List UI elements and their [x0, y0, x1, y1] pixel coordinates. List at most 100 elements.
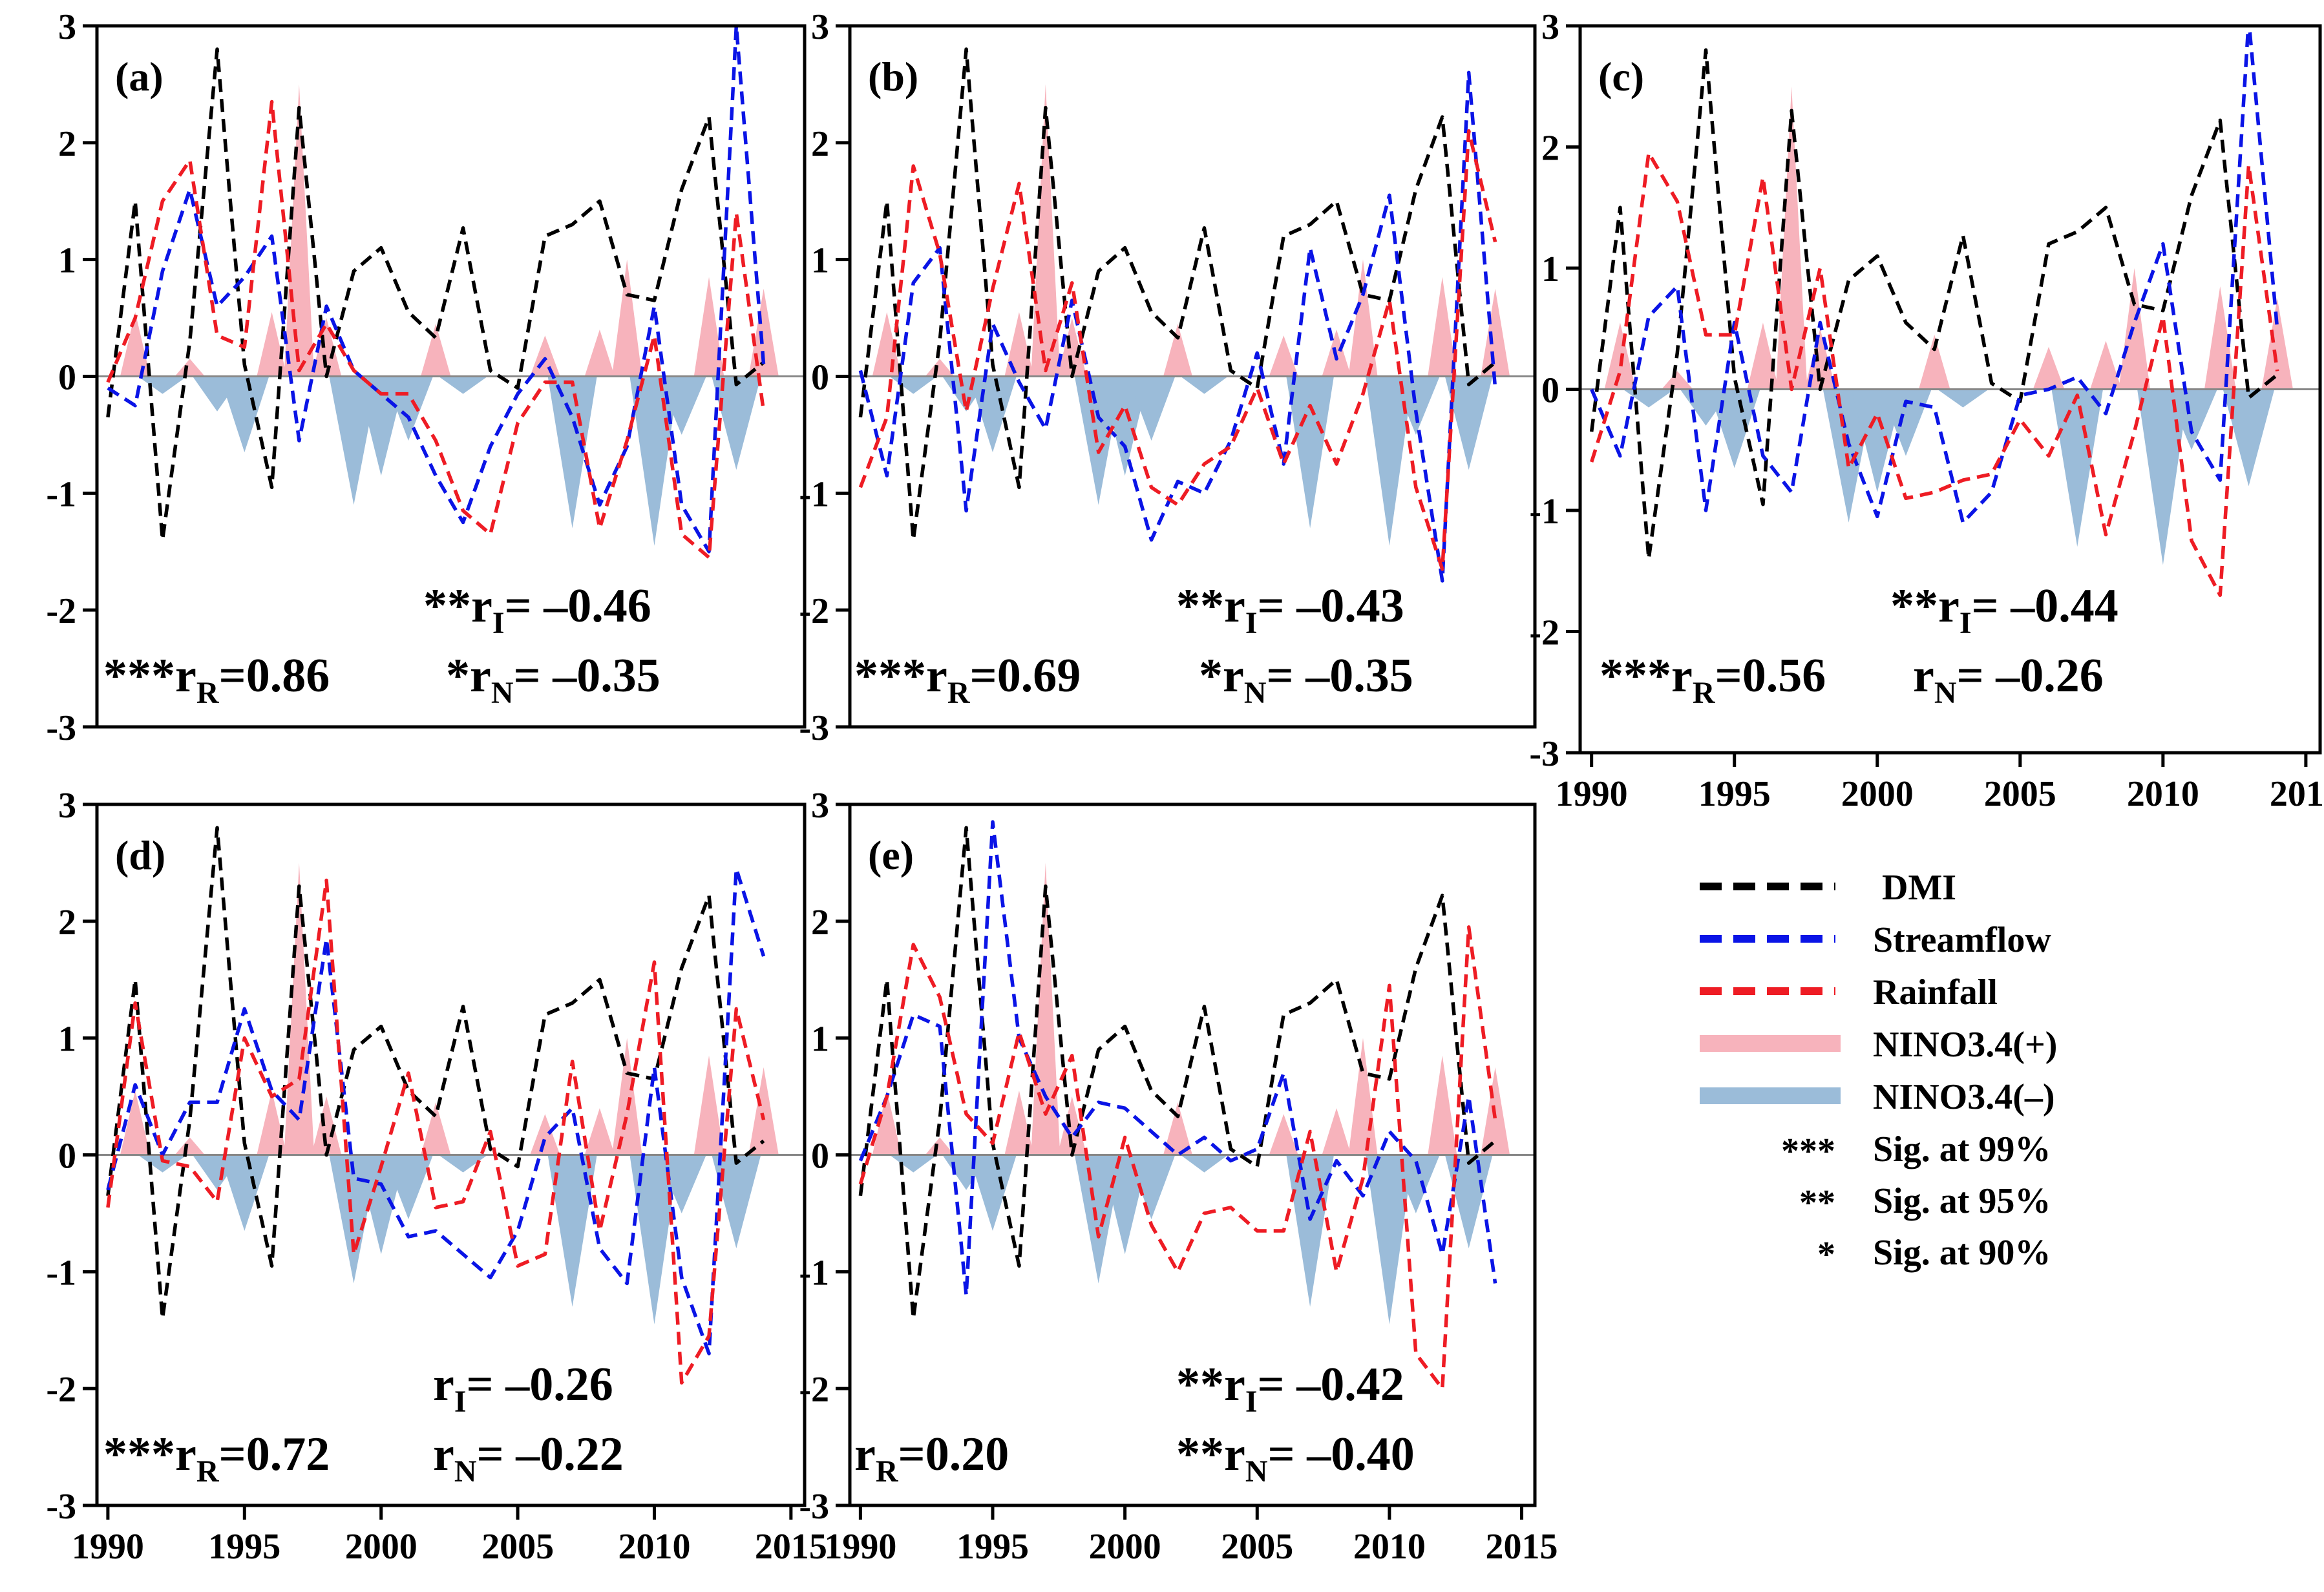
panel-b: 3 2 1 0 -1 -2 -3 (b) **rI= –0.43 ***rR=0.69 *rN= –… — [799, 7, 1537, 748]
legend-nino-pos-swatch — [1700, 1035, 1841, 1052]
nino-pos-mark — [257, 1091, 287, 1155]
x-tick-label: 2000 — [345, 1527, 417, 1567]
panel-label: (e) — [868, 832, 914, 878]
y-tick-label: 3 — [58, 7, 76, 47]
y-tick-label: 0 — [58, 1136, 76, 1177]
nino-pos-mark — [2090, 340, 2122, 390]
y-tick-label: -1 — [46, 474, 76, 514]
y-tick-label: 0 — [58, 358, 76, 398]
legend-dmi-label: DMI — [1882, 868, 1956, 908]
x-tick-label: 2015 — [2270, 774, 2324, 814]
nino-pos-mark — [174, 1137, 205, 1155]
nino-neg-mark — [138, 1155, 187, 1173]
y-tick-label: -1 — [799, 474, 829, 514]
nino-pos-mark — [1269, 335, 1298, 377]
y-tick-label: -2 — [799, 1370, 829, 1410]
y-tick-label: -3 — [799, 1487, 829, 1527]
nino-pos-mark — [584, 330, 615, 377]
x-tick-label: 2015 — [1486, 1527, 1558, 1567]
nino-pos-mark — [925, 1137, 955, 1155]
nino-neg-mark — [1444, 376, 1493, 470]
x-tick-label: 1995 — [956, 1527, 1029, 1567]
y-tick-label: 2 — [1541, 129, 1559, 169]
nino-neg-mark — [2137, 389, 2189, 565]
nino-neg-mark — [1286, 376, 1334, 529]
y-tick-label: 2 — [58, 124, 76, 164]
nino-pos-mark — [530, 335, 560, 377]
legend-nino-neg-swatch — [1700, 1087, 1841, 1104]
y-tick-label: -3 — [799, 708, 829, 748]
dmi-series-line — [1589, 48, 2279, 561]
x-tick-label: 1990 — [72, 1527, 144, 1567]
x-tick-label: 2000 — [1841, 774, 1914, 814]
y-tick-label: 1 — [58, 241, 76, 281]
stat-r-n: *rN= –0.35 — [1199, 649, 1413, 710]
nino-pos-mark — [611, 259, 642, 377]
nino-pos-mark — [1163, 1102, 1192, 1155]
nino-pos-mark — [1604, 322, 1636, 390]
plot-area — [1580, 26, 2320, 597]
legend-streamflow-label: Streamflow — [1873, 920, 2051, 960]
y-tick-label: 1 — [1541, 249, 1559, 289]
y-tick-label: -2 — [799, 591, 829, 631]
nino-pos-mark — [1428, 277, 1457, 377]
nino-neg-mark — [383, 1155, 434, 1219]
nino-pos-mark — [1661, 371, 1693, 390]
rainfall-series-line — [1590, 151, 2279, 597]
nino-neg-mark — [438, 1155, 488, 1173]
x-tick-label: 2010 — [618, 1527, 690, 1567]
nino-pos-mark — [1269, 1114, 1298, 1155]
plot-area — [97, 26, 805, 560]
y-tick-label: -1 — [1529, 492, 1559, 532]
x-tick-label: 2015 — [755, 1527, 827, 1567]
nino-pos-mark — [1031, 84, 1061, 377]
nino-neg-mark — [712, 1155, 761, 1249]
y-tick-label: 2 — [811, 903, 829, 943]
nino-neg-mark — [1880, 389, 1932, 456]
y-tick-label: 0 — [811, 1136, 829, 1177]
legend-sig99-mark: *** — [1781, 1131, 1835, 1171]
nino-neg-mark — [1937, 389, 1989, 408]
nino-neg-mark — [2166, 389, 2217, 450]
y-tick-label: 3 — [1541, 7, 1559, 47]
nino-pos-mark — [1163, 324, 1192, 377]
legend-sig90-label: Sig. at 90% — [1873, 1233, 2051, 1273]
nino-pos-mark — [1918, 335, 1950, 390]
legend-sig95-mark: ** — [1799, 1183, 1835, 1223]
nino-pos-mark — [420, 324, 451, 377]
y-tick-label: 1 — [811, 1020, 829, 1060]
y-tick-label: 2 — [811, 124, 829, 164]
rainfall-series-line — [106, 100, 766, 560]
nino-pos-mark — [1481, 288, 1510, 377]
legend-nino-pos-label: NINO3.4(+) — [1873, 1025, 2057, 1065]
x-tick-label: 1995 — [208, 1527, 280, 1567]
stat-r-i: **rI= –0.46 — [423, 580, 651, 640]
stat-r-i: rI= –0.26 — [433, 1358, 613, 1419]
nino-pos-mark — [120, 312, 151, 377]
stat-r-n: rN= –0.26 — [1913, 649, 2104, 710]
nino-pos-mark — [1057, 318, 1087, 377]
nino-pos-mark — [120, 1091, 151, 1155]
nino-neg-mark — [889, 1155, 938, 1173]
stat-r-r: ***rR=0.56 — [1600, 649, 1826, 710]
x-tick-label: 2005 — [1221, 1527, 1293, 1567]
nino-pos-mark — [420, 1102, 451, 1155]
nino-pos-mark — [257, 312, 287, 377]
y-tick-label: -3 — [46, 708, 76, 748]
nino-neg-mark — [889, 376, 938, 394]
x-tick-label: 2005 — [481, 1527, 554, 1567]
y-tick-label: -3 — [46, 1487, 76, 1527]
streamflow-series-line — [107, 26, 766, 554]
nino-pos-mark — [2261, 298, 2294, 390]
panel-a: 3 2 1 0 -1 -2 -3 (a) **rI= –0.46 ***rR=0.86 *rN= –… — [46, 7, 807, 748]
x-tick-label: 1990 — [824, 1527, 896, 1567]
x-tick-label: 1995 — [1698, 774, 1771, 814]
nino-neg-mark — [438, 376, 488, 394]
nino-neg-mark — [220, 1155, 269, 1231]
panel-label: (c) — [1598, 54, 1644, 100]
y-tick-label: 3 — [58, 786, 76, 826]
y-tick-label: -2 — [46, 591, 76, 631]
y-tick-label: 1 — [58, 1020, 76, 1060]
y-tick-label: 0 — [1541, 371, 1559, 411]
